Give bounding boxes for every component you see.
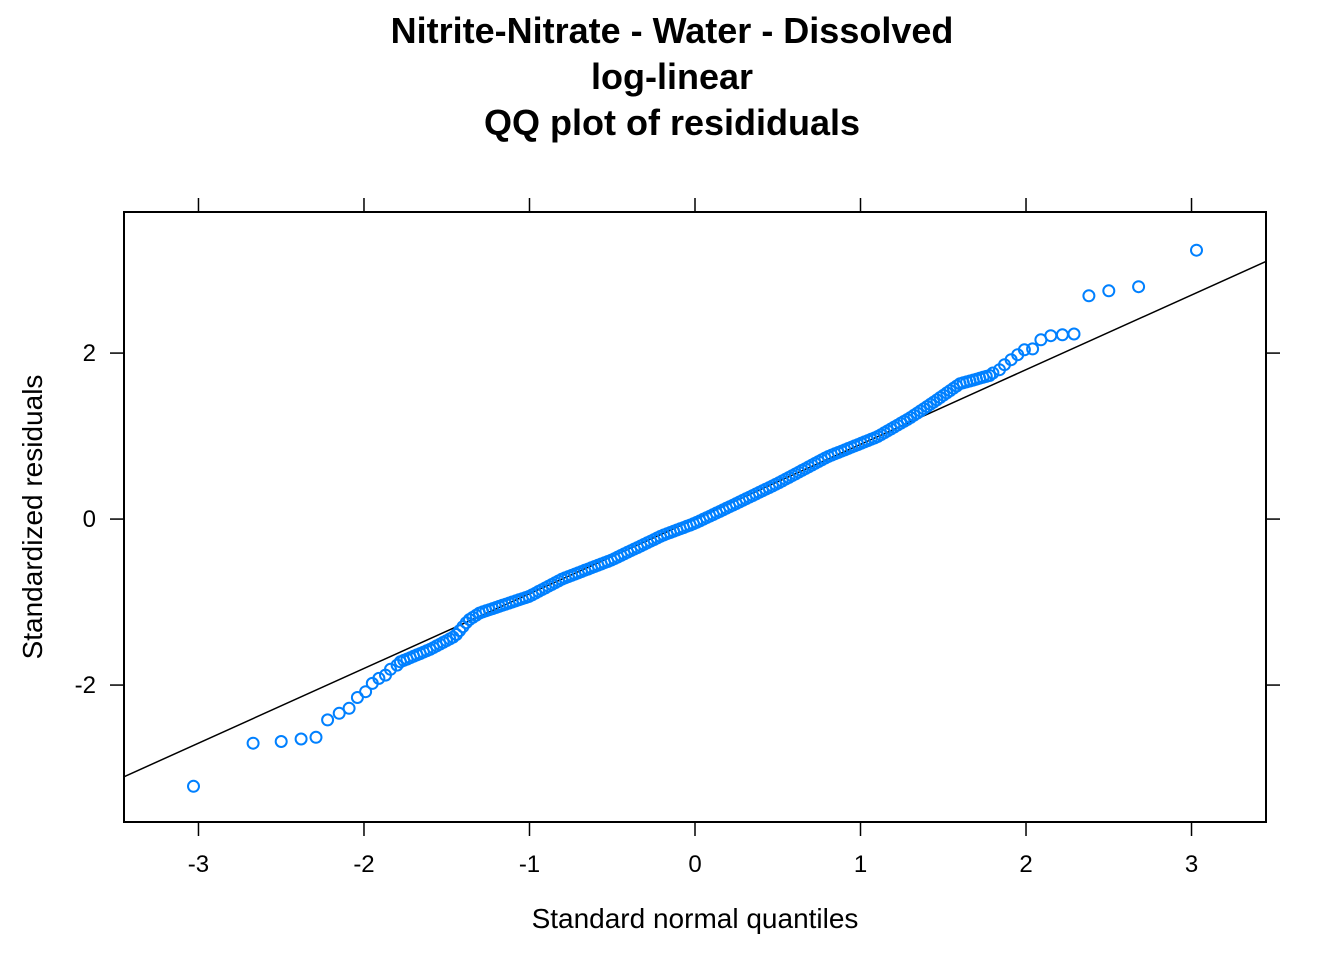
y-tick-label: 0 — [83, 506, 96, 533]
y-tick-label: -2 — [75, 672, 96, 699]
data-point — [384, 662, 397, 676]
chart-title-line-2: log-linear — [590, 56, 754, 97]
data-point — [1082, 289, 1096, 303]
data-point — [453, 624, 467, 638]
x-tick-label: 1 — [854, 851, 867, 878]
axis-ticks — [110, 198, 1280, 836]
x-tick-label: 3 — [1185, 851, 1198, 878]
data-point — [321, 713, 335, 727]
data-point — [983, 369, 997, 382]
data-point — [1190, 243, 1203, 257]
data-point — [446, 630, 460, 644]
data-point — [1102, 284, 1116, 298]
data-point — [1017, 343, 1031, 357]
y-axis-label: Standardized residuals — [17, 375, 48, 660]
data-point — [332, 706, 346, 720]
x-tick-label: -2 — [353, 851, 374, 878]
data-point — [372, 671, 386, 685]
x-tick-label: 0 — [688, 851, 701, 878]
chart-title-line-3: QQ plot of resididuals — [483, 102, 861, 143]
x-tick-label: 2 — [1019, 851, 1032, 878]
data-point — [246, 736, 260, 750]
x-tick-label: -1 — [519, 851, 540, 878]
data-point — [294, 732, 308, 746]
data-point — [1067, 327, 1081, 341]
data-point — [274, 735, 288, 748]
data-point — [187, 779, 200, 793]
y-tick-label: 2 — [83, 340, 96, 367]
x-axis-label: Standard normal quantiles — [532, 903, 859, 934]
data-point — [309, 730, 323, 744]
data-point — [342, 701, 356, 715]
data-point — [1044, 329, 1058, 343]
data-point — [1026, 342, 1040, 356]
residual-points — [187, 243, 1203, 793]
data-point — [1132, 280, 1146, 294]
data-point — [1055, 328, 1069, 342]
data-point — [359, 685, 373, 699]
chart-title: Nitrite-Nitrate - Water - Dissolved log-… — [0, 8, 1344, 146]
chart-title-line-1: Nitrite-Nitrate - Water - Dissolved — [390, 10, 954, 51]
x-tick-label: -3 — [188, 851, 209, 878]
axis-tick-labels: -3 -2 -1 0 1 2 3 -2 0 2 — [75, 340, 1199, 878]
